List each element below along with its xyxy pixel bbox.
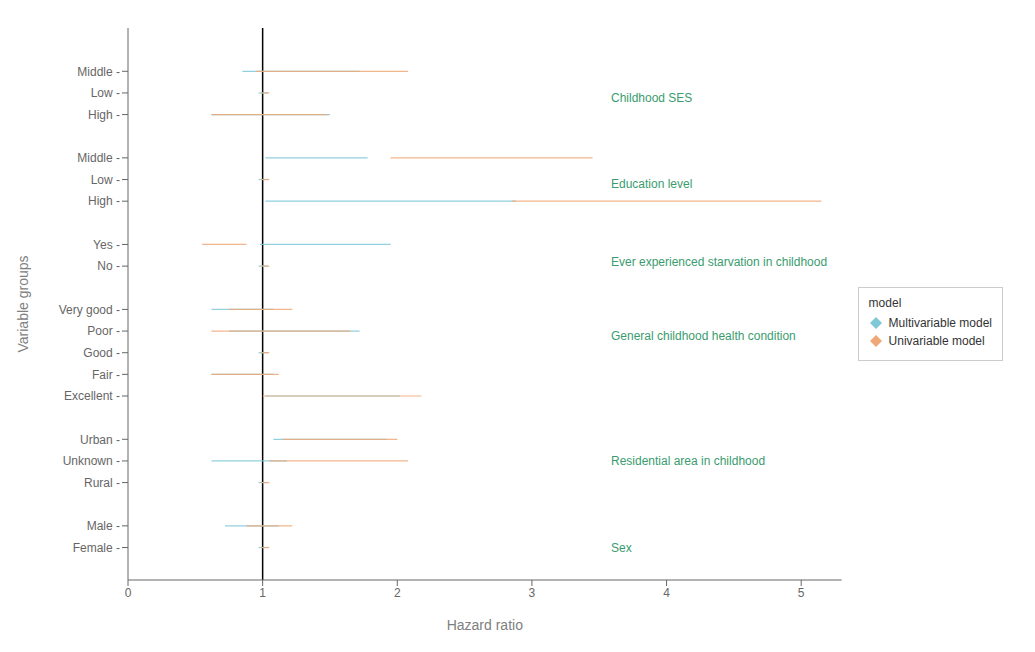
svg-text:Variable groups: Variable groups [15, 255, 31, 352]
svg-text:3: 3 [529, 586, 536, 600]
svg-text:High -: High - [88, 108, 120, 122]
svg-text:High -: High - [88, 194, 120, 208]
svg-text:4: 4 [663, 586, 670, 600]
svg-text:Rural -: Rural - [84, 476, 120, 490]
svg-text:Urban -: Urban - [80, 433, 120, 447]
svg-text:5: 5 [798, 586, 805, 600]
svg-text:Female -: Female - [73, 541, 120, 555]
svg-text:2: 2 [394, 586, 401, 600]
svg-text:1: 1 [259, 586, 266, 600]
html-text:model: model [868, 296, 902, 310]
svg-text:Low -: Low - [91, 86, 120, 100]
svg-text:Male -: Male - [87, 519, 120, 533]
html-text:Multivariable model: Multivariable model [888, 316, 992, 330]
svg-text:Good -: Good - [83, 346, 120, 360]
svg-text:Excellent -: Excellent - [64, 389, 120, 403]
svg-text:Yes -: Yes - [93, 238, 120, 252]
svg-text:Childhood SES: Childhood SES [611, 91, 692, 105]
svg-text:Ever experienced starvation in: Ever experienced starvation in childhood [611, 255, 827, 269]
svg-text:Hazard ratio: Hazard ratio [447, 617, 523, 633]
svg-text:General childhood health condi: General childhood health condition [611, 329, 796, 343]
svg-text:No -: No - [97, 259, 120, 273]
svg-text:0: 0 [125, 586, 132, 600]
svg-text:Education level: Education level [611, 177, 692, 191]
svg-text:Very good -: Very good - [59, 303, 120, 317]
svg-text:Fair -: Fair - [92, 368, 120, 382]
svg-text:Unknown -: Unknown - [63, 454, 120, 468]
html-text:Univariable model: Univariable model [888, 334, 985, 348]
svg-text:Low -: Low - [91, 173, 120, 187]
svg-text:Residential area in childhood: Residential area in childhood [611, 454, 765, 468]
svg-text:Sex: Sex [611, 541, 632, 555]
svg-text:Middle -: Middle - [77, 151, 120, 165]
svg-text:Poor -: Poor - [87, 324, 120, 338]
svg-text:Middle -: Middle - [77, 65, 120, 79]
